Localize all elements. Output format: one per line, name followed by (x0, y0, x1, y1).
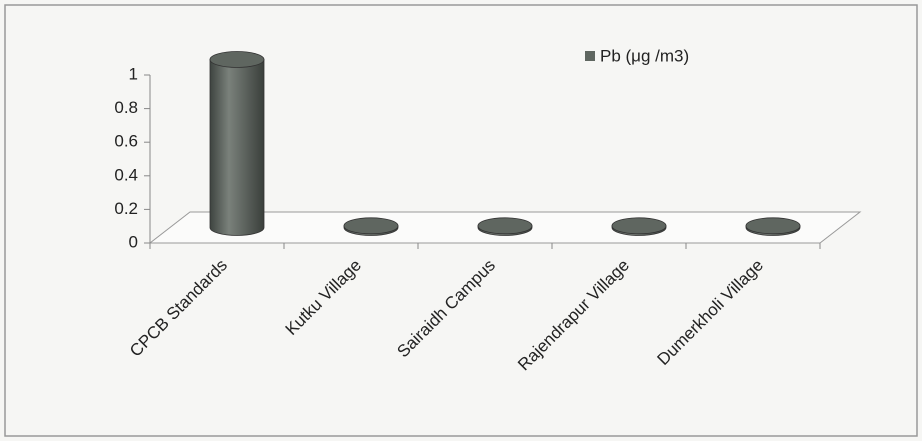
cylinder (209, 51, 265, 236)
bar-top (209, 51, 265, 68)
cylinder (611, 217, 667, 236)
y-tick-label: 1 (129, 64, 138, 83)
cylinder (477, 217, 533, 236)
y-tick-label: 0.2 (114, 199, 138, 218)
y-tick-label: 0.8 (114, 98, 138, 117)
legend-label: Pb (μg /m3) (600, 46, 689, 65)
bar (209, 59, 265, 236)
y-tick-label: 0.6 (114, 132, 138, 151)
chart-frame (4, 4, 918, 437)
bar-top (611, 217, 667, 235)
legend-swatch (585, 51, 595, 61)
bar-top (745, 217, 801, 235)
cylinder (343, 217, 399, 236)
y-tick-label: 0 (129, 232, 138, 251)
bar-top (477, 217, 533, 235)
cylinder (745, 217, 801, 236)
y-tick-label: 0.4 (114, 165, 138, 184)
bar-top (343, 217, 399, 235)
